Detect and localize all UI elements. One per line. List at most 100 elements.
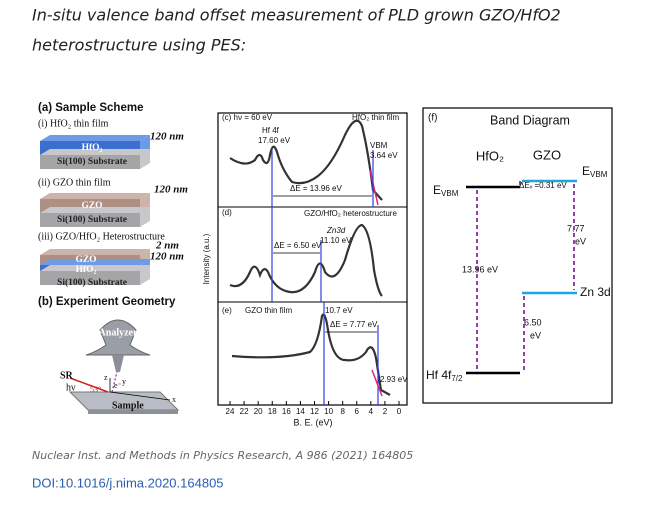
level-label: EVBM xyxy=(433,183,459,198)
sub: 7/2 xyxy=(451,374,463,383)
main: Hf 4f xyxy=(426,368,452,382)
layer-label: Si(100) Substrate xyxy=(57,214,127,225)
gap-label: eV xyxy=(530,330,541,340)
analyzer-label: Analyzer xyxy=(99,327,138,338)
layer-front xyxy=(40,271,140,285)
delta-label: ΔE = 6.50 eV xyxy=(274,241,322,250)
x-tick-label: 2 xyxy=(383,407,388,416)
spectrum xyxy=(229,119,383,201)
label: x xyxy=(172,395,176,404)
panel-title: (a) Sample Scheme xyxy=(38,102,143,114)
sample-label: GZO/HfO₂ heterostructure xyxy=(304,209,397,218)
x-tick-label: 10 xyxy=(324,407,333,416)
x-tick-label: 20 xyxy=(254,407,263,416)
layer-front xyxy=(40,155,140,169)
level-label: Hf 4f7/2 xyxy=(426,368,463,383)
panel-title: (b) Experiment Geometry xyxy=(38,296,176,308)
vbm-energy: 2.93 eV xyxy=(380,375,408,384)
sample-label: GZO thin film xyxy=(245,306,292,315)
sample-edge xyxy=(88,410,178,414)
x-tick-label: 14 xyxy=(296,407,305,416)
label: hν xyxy=(66,382,76,393)
layer-label: Si(100) Substrate xyxy=(57,156,127,167)
main: E xyxy=(582,164,590,178)
label: Sample xyxy=(112,400,144,411)
layer-label: HfO₂ xyxy=(82,143,103,153)
spectrum xyxy=(229,223,383,297)
peak-label: Hf 4f xyxy=(262,126,280,135)
vbm-label: VBM xyxy=(370,141,388,150)
sub: VBM xyxy=(590,170,608,179)
sample-scheme: (a) Sample Scheme (i) HfO₂ thin film HfO₂ S… xyxy=(38,102,188,288)
label: e⁻ xyxy=(114,381,122,390)
delta-label: ΔE = 7.77 eV xyxy=(330,320,378,329)
main: E xyxy=(433,183,441,197)
x-tick-label: 0 xyxy=(397,407,402,416)
x-tick-label: 4 xyxy=(369,407,374,416)
doi[interactable]: DOI:10.1016/j.nima.2020.164805 xyxy=(32,475,224,490)
delta-label: ΔE = 13.96 eV xyxy=(290,184,342,193)
x-tick-label: 6 xyxy=(355,407,360,416)
panel-label: (e) xyxy=(222,306,232,315)
x-tick-label: 24 xyxy=(226,407,235,416)
frame xyxy=(217,112,408,406)
sample-label: HfO₂ thin film xyxy=(352,113,399,122)
y-axis-label: Intensity (a.u.) xyxy=(202,233,211,284)
offset-label: ΔEᵥ =0.31 eV xyxy=(519,181,567,190)
layer-top xyxy=(40,135,150,141)
label: (i) HfO₂ thin film xyxy=(38,118,109,129)
gap-label: 7.77 xyxy=(567,223,585,233)
layer-label: GZO xyxy=(81,201,102,211)
panel-label: (f) xyxy=(428,113,437,124)
material: GZO xyxy=(533,147,561,162)
label: y xyxy=(122,377,126,386)
layer-top xyxy=(40,259,150,265)
peak-energy: 17.60 eV xyxy=(258,136,291,145)
label: 53° xyxy=(90,385,101,394)
citation: Nuclear Inst. and Methods in Physics Res… xyxy=(32,449,413,462)
layer-side xyxy=(140,149,150,169)
panel-label: (d) xyxy=(222,208,232,217)
material: HfO₂ xyxy=(476,148,504,163)
frame xyxy=(422,107,613,404)
thickness: 2 nm xyxy=(155,240,179,252)
layer-front xyxy=(40,213,140,227)
layer-label: GZO xyxy=(75,255,96,265)
x-axis-label: B. E. (eV) xyxy=(293,417,332,427)
gap-label: 13.96 eV xyxy=(462,264,498,274)
gap-label: eV xyxy=(575,236,586,246)
layer-top xyxy=(40,249,150,255)
thickness: 120 nm xyxy=(150,251,184,263)
vbm-line xyxy=(371,369,383,397)
sub: VBM xyxy=(441,189,459,198)
x-tick-label: 12 xyxy=(310,407,319,416)
spectra: (c) hν = 60 eV HfO₂ thin film Hf 4f 17.6… xyxy=(202,112,408,427)
panel-title: Band Diagram xyxy=(490,113,570,127)
beam xyxy=(69,377,109,393)
analyzer-nozzle xyxy=(112,355,124,372)
vbm-line xyxy=(369,169,379,206)
level-label: Zn 3d xyxy=(580,285,611,299)
layer-top xyxy=(40,193,150,199)
title-line: In-situ valence band offset measurement … xyxy=(32,6,561,25)
layer-label: HfO₂ xyxy=(76,265,97,275)
layer-top xyxy=(40,149,150,155)
gap-label: 6.50 xyxy=(524,317,542,327)
layer-top xyxy=(40,265,150,271)
thickness: 120 nm xyxy=(150,131,184,143)
analyzer-shape xyxy=(85,319,151,356)
layer-side xyxy=(140,265,150,285)
x-tick-label: 22 xyxy=(240,407,249,416)
panel-label: (c) hν = 60 eV xyxy=(222,113,273,122)
axis xyxy=(109,391,171,401)
label: (ii) GZO thin film xyxy=(38,177,111,188)
peak-label: Zn3d xyxy=(326,226,346,235)
layer-top xyxy=(40,207,150,213)
layer-side xyxy=(140,207,150,227)
x-tick-label: 8 xyxy=(340,407,345,416)
label: z xyxy=(104,373,108,382)
spectrum xyxy=(231,313,391,396)
layer-label: Si(100) Substrate xyxy=(57,277,127,288)
